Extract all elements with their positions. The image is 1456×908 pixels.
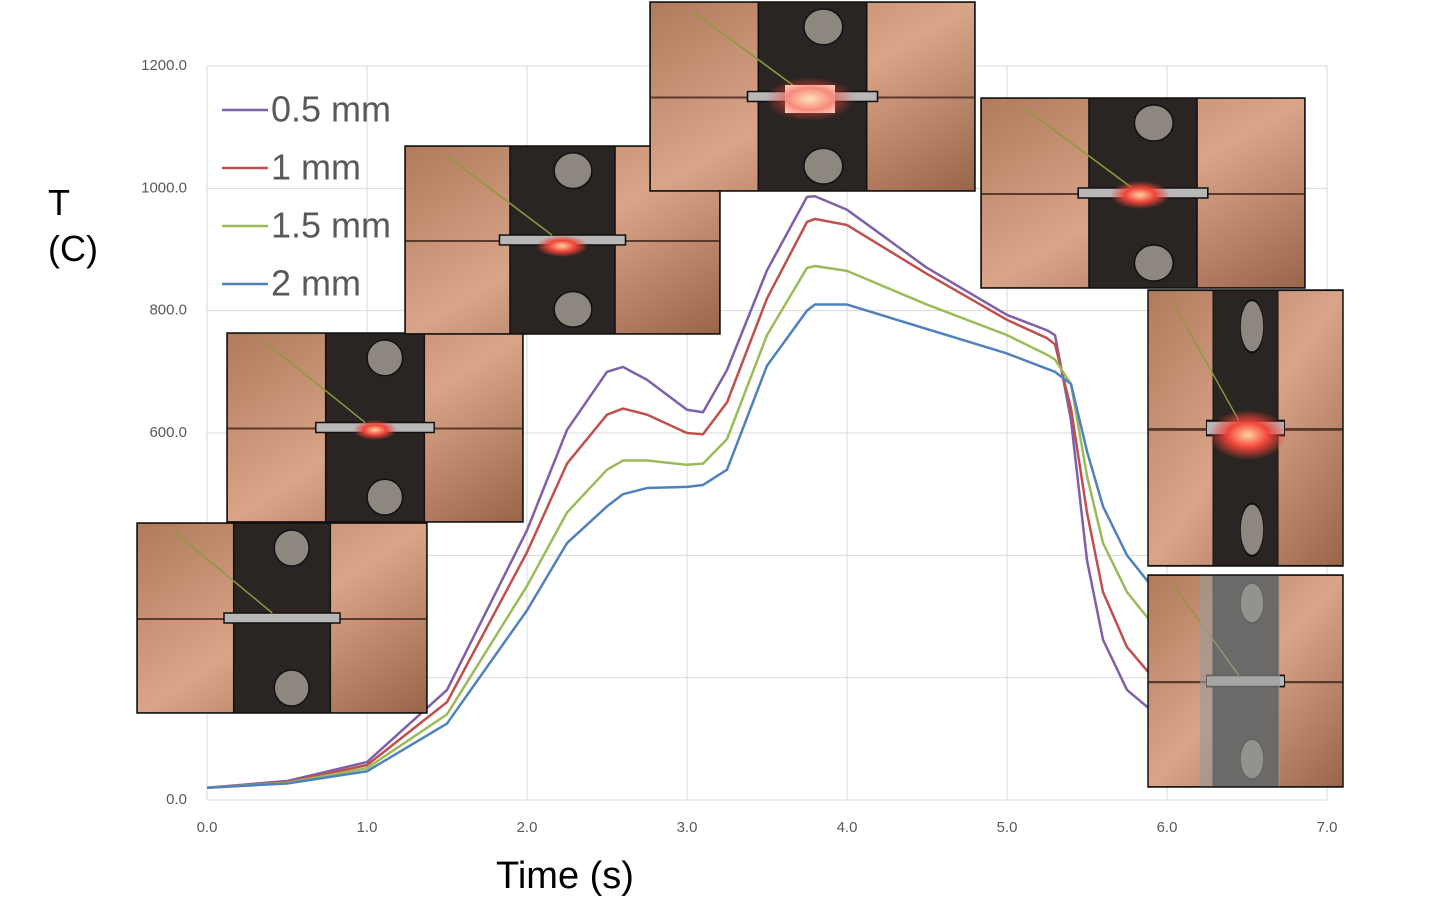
x-tick-label: 3.0 <box>677 819 698 836</box>
photo-frame <box>649 1 976 192</box>
x-tick-label: 6.0 <box>1157 819 1178 836</box>
x-tick-label: 5.0 <box>997 819 1018 836</box>
y-tick-label: 1000.0 <box>141 179 187 196</box>
legend-label: 1 mm <box>271 147 361 188</box>
smoke <box>1200 575 1280 787</box>
x-tick-label: 1.0 <box>357 819 378 836</box>
x-axis-label: Time (s) <box>496 855 634 897</box>
glow <box>536 235 588 257</box>
glow <box>1208 410 1288 460</box>
series-line <box>206 303 1152 790</box>
photo-frame <box>980 97 1306 289</box>
glow <box>353 420 397 440</box>
series-line <box>206 217 1152 790</box>
x-tick-label: 2.0 <box>517 819 538 836</box>
photo-frame <box>1147 289 1344 567</box>
photos <box>136 1 1344 788</box>
photo-frame <box>404 145 721 335</box>
photo-frame <box>1147 574 1344 788</box>
x-tick-label: 7.0 <box>1317 819 1338 836</box>
y-tick-label: 600.0 <box>149 424 187 441</box>
glow <box>765 77 855 121</box>
series-line <box>206 195 1152 790</box>
legend-label: 1.5 mm <box>271 205 391 246</box>
y-axis-label: T (C) <box>48 182 98 269</box>
y-tick-label: 1200.0 <box>141 57 187 74</box>
y-tick-label: 800.0 <box>149 302 187 319</box>
glow <box>1110 181 1170 209</box>
x-tick-label: 4.0 <box>837 819 858 836</box>
x-tick-label: 0.0 <box>197 819 218 836</box>
y-tick-label: 0.0 <box>166 791 187 808</box>
photo <box>137 523 427 713</box>
legend-label: 0.5 mm <box>271 89 391 130</box>
legend-label: 2 mm <box>271 263 361 304</box>
photo-frame <box>226 332 524 523</box>
photo-frame <box>136 522 428 714</box>
